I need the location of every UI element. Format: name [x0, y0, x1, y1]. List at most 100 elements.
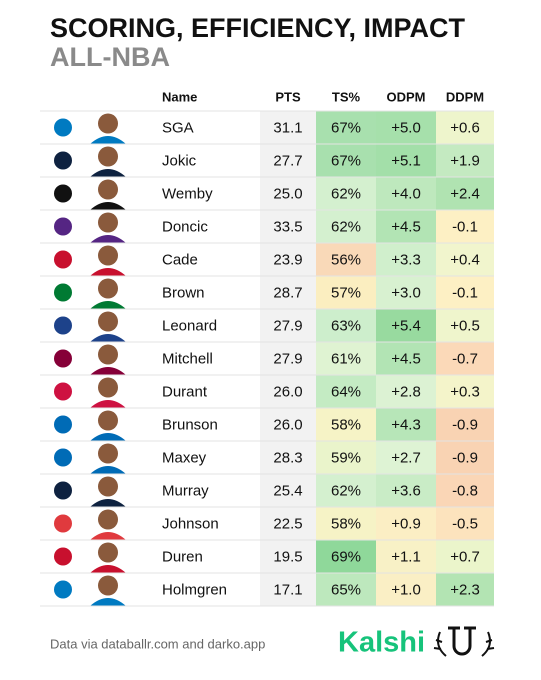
player-name: Holmgren — [162, 581, 227, 598]
heat-cell — [436, 375, 494, 408]
stat-value: +2.3 — [450, 581, 480, 598]
player-photo-head — [98, 377, 118, 398]
player-photo-head — [98, 212, 118, 233]
stat-value: 33.5 — [273, 218, 302, 235]
player-name: Jokic — [162, 152, 197, 169]
heat-cell — [376, 507, 436, 540]
player-name: SGA — [162, 119, 194, 136]
stat-value: 67% — [331, 152, 361, 169]
player-photo-head — [98, 278, 118, 299]
stat-value: +0.5 — [450, 317, 480, 334]
stat-value: +0.3 — [450, 383, 480, 400]
stat-value: 58% — [331, 515, 361, 532]
stat-value: +4.5 — [391, 218, 421, 235]
heat-cell — [316, 408, 376, 441]
stat-value: +0.4 — [450, 251, 480, 268]
stat-value: +2.8 — [391, 383, 421, 400]
player-photo-head — [98, 146, 118, 167]
stat-value: +0.6 — [450, 119, 480, 136]
player-photo-body — [90, 334, 126, 342]
stat-value: -0.7 — [452, 350, 478, 367]
stat-value: 31.1 — [273, 119, 302, 136]
stat-value: 57% — [331, 284, 361, 301]
team-logo — [54, 514, 72, 533]
heat-cell — [436, 342, 494, 375]
player-name: Murray — [162, 482, 209, 499]
heat-cell — [316, 276, 376, 309]
stat-value: +0.9 — [391, 515, 421, 532]
team-logo — [54, 151, 72, 170]
player-photo-head — [98, 575, 118, 596]
player-name: Brown — [162, 284, 205, 301]
stat-value: +1.1 — [391, 548, 421, 565]
heat-cell — [316, 342, 376, 375]
player-name: Leonard — [162, 317, 217, 334]
heat-cell — [376, 375, 436, 408]
player-photo-body — [90, 301, 126, 309]
stat-value: 69% — [331, 548, 361, 565]
heat-cell — [316, 375, 376, 408]
player-photo-body — [90, 367, 126, 375]
stat-value: +4.3 — [391, 416, 421, 433]
stat-value: 26.0 — [273, 416, 302, 433]
player-name: Brunson — [162, 416, 218, 433]
subtitle: ALL-NBA — [50, 42, 170, 72]
brand-logo — [433, 626, 495, 657]
stat-value: 27.9 — [273, 317, 302, 334]
player-photo-body — [90, 136, 126, 144]
heat-cell — [316, 309, 376, 342]
heat-cell — [376, 177, 436, 210]
team-logo — [54, 349, 72, 368]
player-photo-head — [98, 542, 118, 563]
stat-value: 26.0 — [273, 383, 302, 400]
stat-value: 27.7 — [273, 152, 302, 169]
player-name: Maxey — [162, 449, 207, 466]
stat-value: 63% — [331, 317, 361, 334]
player-photo-head — [98, 509, 118, 530]
stat-value: 25.0 — [273, 185, 302, 202]
heat-cell — [316, 243, 376, 276]
player-photo-head — [98, 113, 118, 134]
heat-cell — [376, 111, 436, 144]
player-photo-body — [90, 466, 126, 474]
column-header: ODPM — [387, 89, 426, 104]
heat-cell — [316, 441, 376, 474]
stat-value: 27.9 — [273, 350, 302, 367]
stat-value: 22.5 — [273, 515, 302, 532]
heat-cell — [376, 243, 436, 276]
stat-value: 59% — [331, 449, 361, 466]
heat-cell — [436, 276, 494, 309]
player-photo-body — [90, 433, 126, 441]
column-header: DDPM — [446, 89, 484, 104]
stat-value: 25.4 — [273, 482, 302, 499]
team-logo — [54, 448, 72, 467]
stat-value: 61% — [331, 350, 361, 367]
heat-cell — [436, 210, 494, 243]
heat-cell — [436, 177, 494, 210]
title: SCORING, EFFICIENCY, IMPACT — [50, 13, 466, 43]
stat-value: +2.4 — [450, 185, 480, 202]
team-logo — [54, 382, 72, 401]
player-name: Durant — [162, 383, 208, 400]
player-photo-body — [90, 532, 126, 540]
player-photo-head — [98, 344, 118, 365]
player-photo-body — [90, 169, 126, 177]
player-photo-body — [90, 202, 126, 210]
stat-value: 28.7 — [273, 284, 302, 301]
stat-value: +2.7 — [391, 449, 421, 466]
heat-cell — [376, 573, 436, 606]
player-photo-body — [90, 598, 126, 606]
stat-value: 17.1 — [273, 581, 302, 598]
heat-cell — [376, 309, 436, 342]
stat-value: +4.0 — [391, 185, 421, 202]
stat-value: -0.8 — [452, 482, 478, 499]
heat-cell — [316, 573, 376, 606]
stat-value: -0.1 — [452, 284, 478, 301]
stat-value: +3.6 — [391, 482, 421, 499]
stat-value: 28.3 — [273, 449, 302, 466]
heat-cell — [316, 144, 376, 177]
stat-value: +5.4 — [391, 317, 421, 334]
player-photo-body — [90, 565, 126, 573]
stat-value: -0.9 — [452, 416, 478, 433]
